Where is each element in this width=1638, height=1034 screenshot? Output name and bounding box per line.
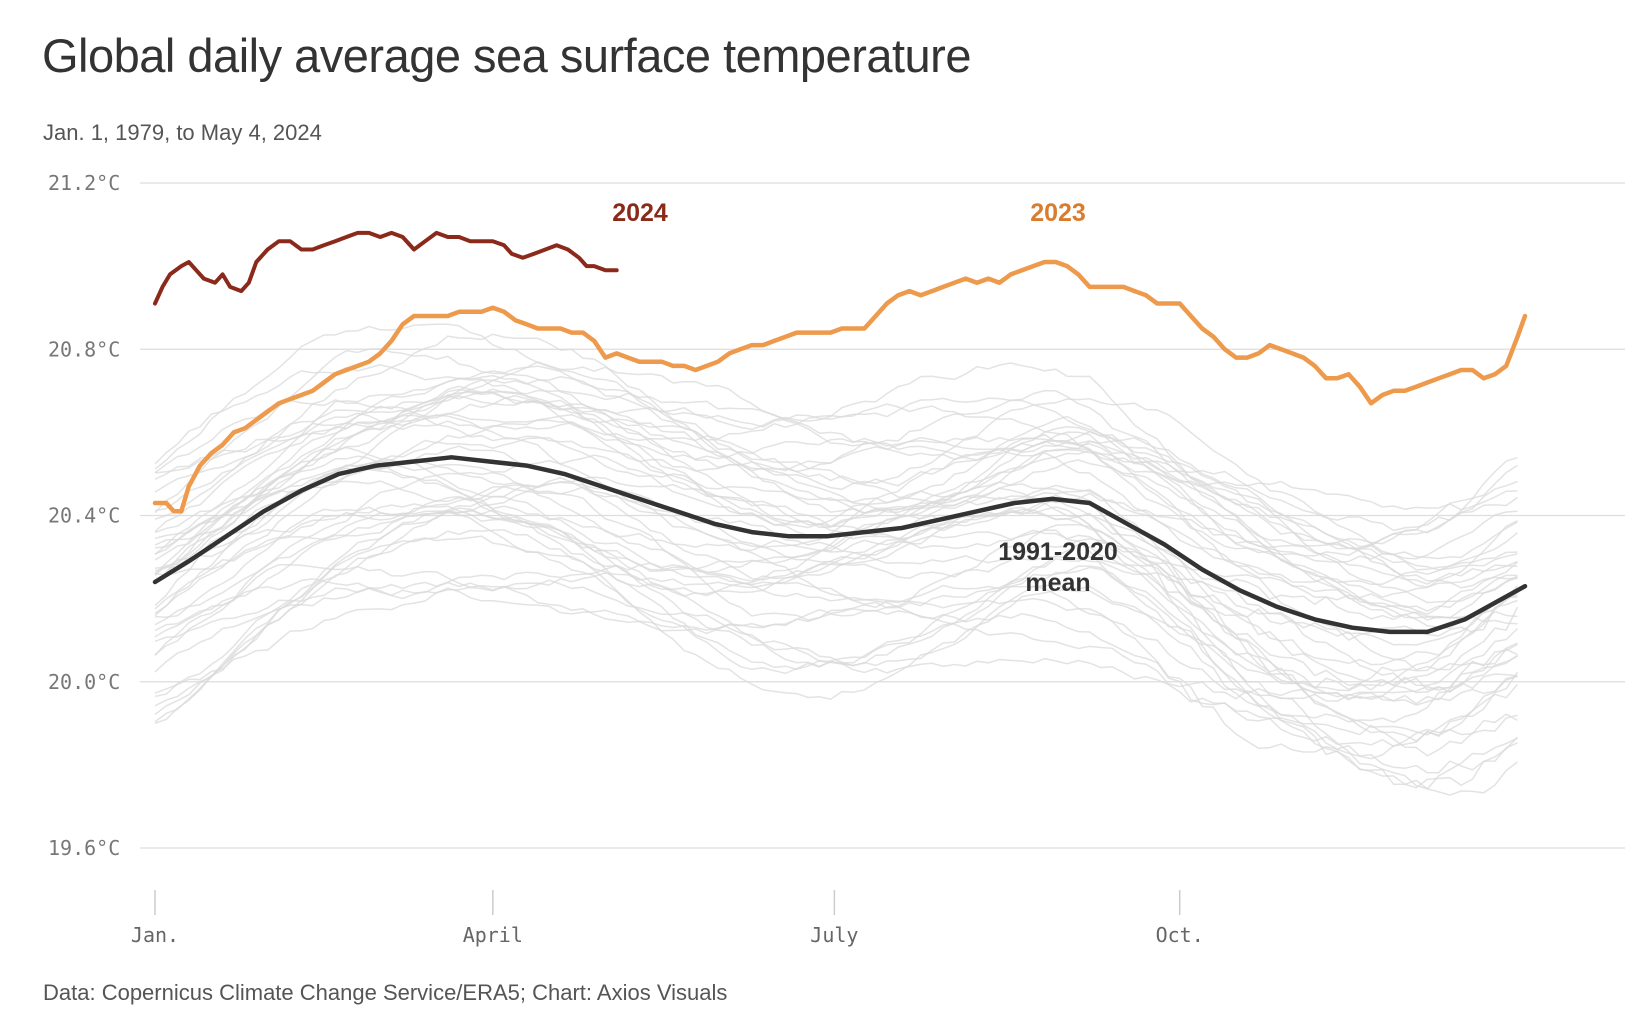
series-annotations: 2024 2023 1991-2020 mean — [612, 199, 1118, 597]
historical-year-line — [154, 476, 1518, 629]
historical-year-line — [154, 391, 1518, 604]
historical-year-line — [154, 454, 1518, 612]
y-tick-label: 21.2°C — [48, 171, 120, 195]
y-tick-label: 20.8°C — [48, 337, 120, 361]
historical-year-line — [154, 414, 1519, 646]
historical-year-line — [154, 420, 1518, 564]
historical-year-line — [154, 361, 1518, 532]
gridlines — [140, 182, 1625, 849]
historical-year-line — [154, 564, 1518, 760]
historical-year-line — [154, 333, 1518, 571]
y-tick-label: 20.4°C — [48, 504, 120, 528]
historical-year-line — [154, 472, 1519, 736]
historical-years-lines — [154, 323, 1519, 796]
x-tick-label: April — [463, 923, 523, 947]
historical-year-line — [154, 572, 1518, 706]
historical-year-line — [154, 535, 1518, 790]
annotation-label: 2024 — [612, 199, 668, 227]
historical-year-line — [154, 467, 1519, 699]
series-line-2024 — [153, 230, 619, 306]
historical-year-line — [154, 459, 1519, 691]
chart-source: Data: Copernicus Climate Change Service/… — [43, 980, 728, 1005]
y-axis: 21.2°C 20.8°C 20.4°C 20.0°C 19.6°C — [48, 171, 120, 860]
annotation-label: 1991-2020 — [998, 538, 1118, 566]
x-tick-label: July — [810, 923, 858, 947]
historical-year-line — [154, 480, 1518, 666]
chart-title: Global daily average sea surface tempera… — [42, 29, 971, 82]
historical-year-line — [154, 365, 1518, 560]
historical-year-line — [154, 399, 1518, 557]
series-line-1991-2020-mean — [152, 455, 1528, 635]
historical-year-line — [154, 562, 1518, 702]
historical-year-line — [154, 510, 1519, 774]
historical-year-line — [154, 587, 1519, 748]
historical-year-line — [154, 323, 1518, 549]
annotation-label: mean — [1025, 569, 1090, 597]
historical-year-line — [154, 391, 1518, 619]
y-tick-label: 20.0°C — [48, 670, 120, 694]
historical-year-line — [154, 374, 1518, 616]
x-tick-label: Jan. — [131, 923, 179, 947]
historical-year-line — [154, 376, 1518, 589]
historical-year-line — [154, 529, 1518, 789]
historical-year-line — [154, 506, 1518, 724]
historical-year-line — [154, 364, 1518, 547]
x-tick-label: Oct. — [1156, 923, 1204, 947]
historical-year-line — [154, 480, 1518, 693]
series-line-2023 — [152, 259, 1528, 514]
historical-year-line — [154, 388, 1518, 588]
historical-year-line — [154, 486, 1518, 642]
highlight-series — [152, 230, 1528, 635]
historical-year-line — [154, 388, 1518, 511]
x-axis: Jan. April July Oct. — [131, 890, 1204, 947]
chart-subtitle: Jan. 1, 1979, to May 4, 2024 — [43, 120, 322, 145]
y-tick-label: 19.6°C — [48, 836, 120, 860]
annotation-label: 2023 — [1030, 199, 1086, 227]
